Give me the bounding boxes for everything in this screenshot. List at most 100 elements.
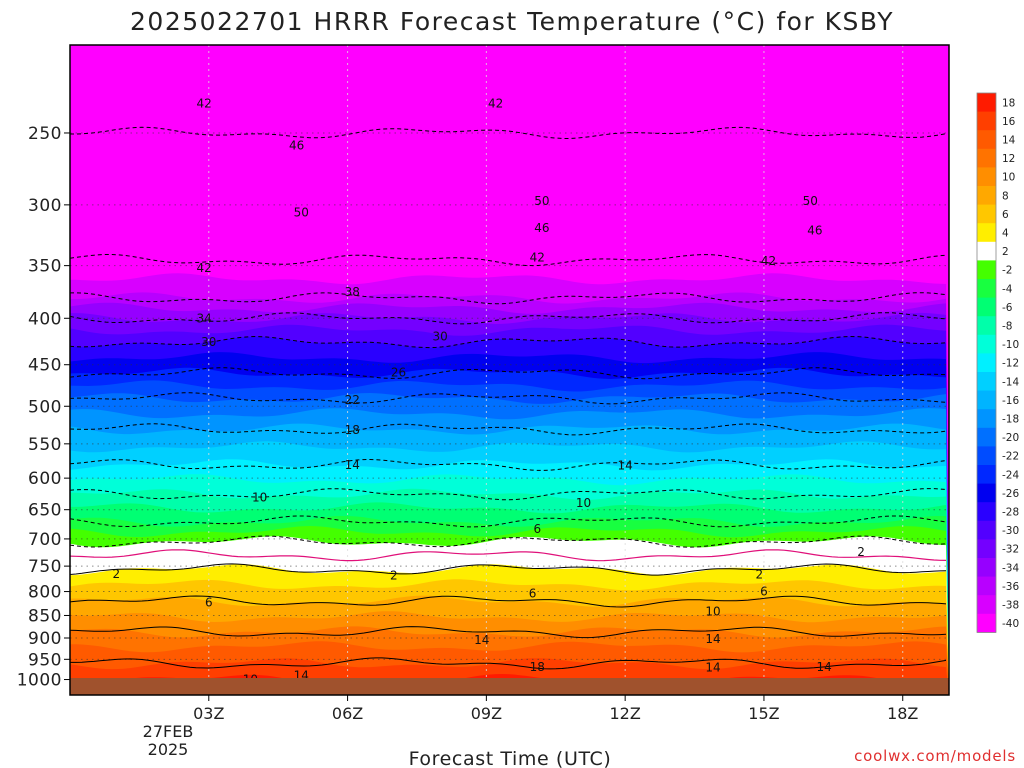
x-tick-label: 09Z bbox=[471, 704, 502, 723]
colorbar-tick-label: 18 bbox=[1002, 97, 1015, 109]
colorbar-tick-label: -6 bbox=[1002, 302, 1013, 314]
colorbar-tick-label: -36 bbox=[1002, 581, 1019, 593]
colorbar-swatch bbox=[977, 520, 996, 540]
colorbar-tick-label: -30 bbox=[1002, 525, 1019, 537]
contour-label: 6 bbox=[529, 587, 537, 601]
colorbar-swatch bbox=[977, 186, 996, 205]
colorbar-swatch bbox=[977, 446, 996, 466]
colorbar-tick-label: 10 bbox=[1002, 172, 1015, 184]
y-tick-label: 750 bbox=[28, 557, 62, 577]
colorbar-swatch bbox=[977, 558, 996, 577]
y-tick-label: 900 bbox=[28, 629, 62, 649]
contour-freezing bbox=[70, 549, 947, 562]
y-tick-label: 300 bbox=[28, 196, 62, 216]
ground-surface bbox=[70, 678, 949, 695]
colorbar-swatch bbox=[977, 502, 996, 522]
contour-label: 46 bbox=[289, 138, 304, 152]
colorbar-tick-label: -24 bbox=[1002, 469, 1019, 481]
contour-label: 30 bbox=[432, 330, 447, 344]
y-axis: 250 300 350 400 450 500 550 600 650 700 750 800 850 9… bbox=[17, 124, 70, 691]
contour-label: 38 bbox=[345, 285, 360, 299]
colorbar-swatch bbox=[977, 204, 996, 224]
colorbar-swatch bbox=[977, 390, 996, 410]
contour-label: 34 bbox=[197, 311, 212, 325]
colorbar-swatch bbox=[977, 353, 996, 373]
contour-label: 14 bbox=[705, 661, 720, 675]
contour-label: 10 bbox=[576, 496, 591, 510]
colorbar-swatch bbox=[977, 260, 996, 280]
x-tick-label: 03Z bbox=[193, 704, 224, 723]
contour-label: 26 bbox=[391, 366, 406, 380]
contour-label: 42 bbox=[197, 97, 212, 111]
colorbar-swatch bbox=[977, 613, 996, 633]
colorbar-tick-label: -14 bbox=[1002, 376, 1019, 388]
colorbar-swatch bbox=[977, 167, 996, 187]
contour-label: 10 bbox=[252, 490, 267, 504]
colorbar-swatch bbox=[977, 409, 996, 429]
colorbar-tick-label: 8 bbox=[1002, 190, 1009, 202]
colorbar-swatch bbox=[977, 483, 996, 503]
temperature-bands bbox=[70, 45, 949, 695]
contour-label: 10 bbox=[705, 604, 720, 618]
y-tick-label: 400 bbox=[28, 309, 62, 329]
colorbar-tick-label: -32 bbox=[1002, 544, 1019, 556]
contour-label: 14 bbox=[816, 660, 831, 674]
y-tick-label: 450 bbox=[28, 356, 62, 376]
contour-label: 14 bbox=[345, 458, 360, 472]
colorbar-swatch bbox=[977, 427, 996, 447]
colorbar-tick-label: -2 bbox=[1002, 265, 1012, 277]
contour-label: 46 bbox=[534, 221, 549, 235]
y-tick-label: 650 bbox=[28, 501, 62, 521]
colorbar: 18 16 14 12 10 8 6 4 2 -2 -4 -6 -8 -10 -12 -14 -16 -18 -20… bbox=[976, 92, 1019, 633]
colorbar-tick-label: 4 bbox=[1002, 228, 1009, 240]
colorbar-tick-label: -28 bbox=[1002, 507, 1019, 519]
colorbar-swatch bbox=[977, 595, 996, 615]
x-tick-label: 15Z bbox=[748, 704, 779, 723]
contour-label: 42 bbox=[761, 254, 776, 268]
contour-label: 42 bbox=[488, 97, 503, 111]
y-tick-label: 700 bbox=[28, 530, 62, 550]
colorbar-swatch bbox=[977, 93, 996, 112]
contour-label: 2 bbox=[112, 567, 120, 581]
x-axis: 27FEB 2025 03Z 06Z 09Z 12Z 15Z 18Z bbox=[143, 695, 918, 759]
colorbar-swatch bbox=[977, 279, 996, 298]
contour-label: 2 bbox=[390, 568, 398, 582]
y-tick-label: 500 bbox=[28, 397, 62, 417]
contour-label: 42 bbox=[197, 261, 212, 275]
contour-10 bbox=[70, 626, 947, 639]
y-tick-label: 250 bbox=[28, 124, 62, 144]
x-tick-label: 06Z bbox=[332, 704, 363, 723]
colorbar-swatch bbox=[977, 372, 996, 391]
colorbar-tick-label: 16 bbox=[1002, 116, 1016, 128]
colorbar-tick-label: -38 bbox=[1002, 600, 1019, 612]
y-tick-label: 550 bbox=[28, 435, 62, 455]
colorbar-swatch bbox=[977, 148, 996, 168]
contour-label: 42 bbox=[530, 251, 545, 265]
contour-label: 50 bbox=[534, 194, 549, 208]
contour-label: 22 bbox=[345, 393, 360, 407]
y-tick-label: 800 bbox=[28, 583, 62, 603]
contour-label: 46 bbox=[807, 223, 822, 237]
colorbar-tick-label: 6 bbox=[1002, 209, 1009, 221]
contour-lines bbox=[70, 126, 947, 670]
contour-label: 30 bbox=[201, 335, 216, 349]
colorbar-tick-label: -18 bbox=[1002, 414, 1019, 426]
contour-6 bbox=[70, 595, 947, 608]
contour-label: 50 bbox=[294, 206, 309, 220]
colorbar-swatch bbox=[977, 465, 996, 484]
contour-14 bbox=[70, 657, 947, 670]
colorbar-tick-label: -40 bbox=[1002, 618, 1019, 630]
colorbar-tick-label: 12 bbox=[1002, 153, 1015, 165]
x-tick-sub-year: 2025 bbox=[148, 740, 189, 759]
y-tick-label: 600 bbox=[28, 469, 62, 489]
colorbar-swatch bbox=[977, 334, 996, 354]
plot-frame bbox=[69, 44, 950, 696]
contour-label: 2 bbox=[857, 545, 865, 559]
contour-2 bbox=[70, 563, 947, 576]
colorbar-swatch bbox=[977, 241, 996, 261]
contour-label: 6 bbox=[533, 522, 541, 536]
y-tick-label: 950 bbox=[28, 650, 62, 670]
